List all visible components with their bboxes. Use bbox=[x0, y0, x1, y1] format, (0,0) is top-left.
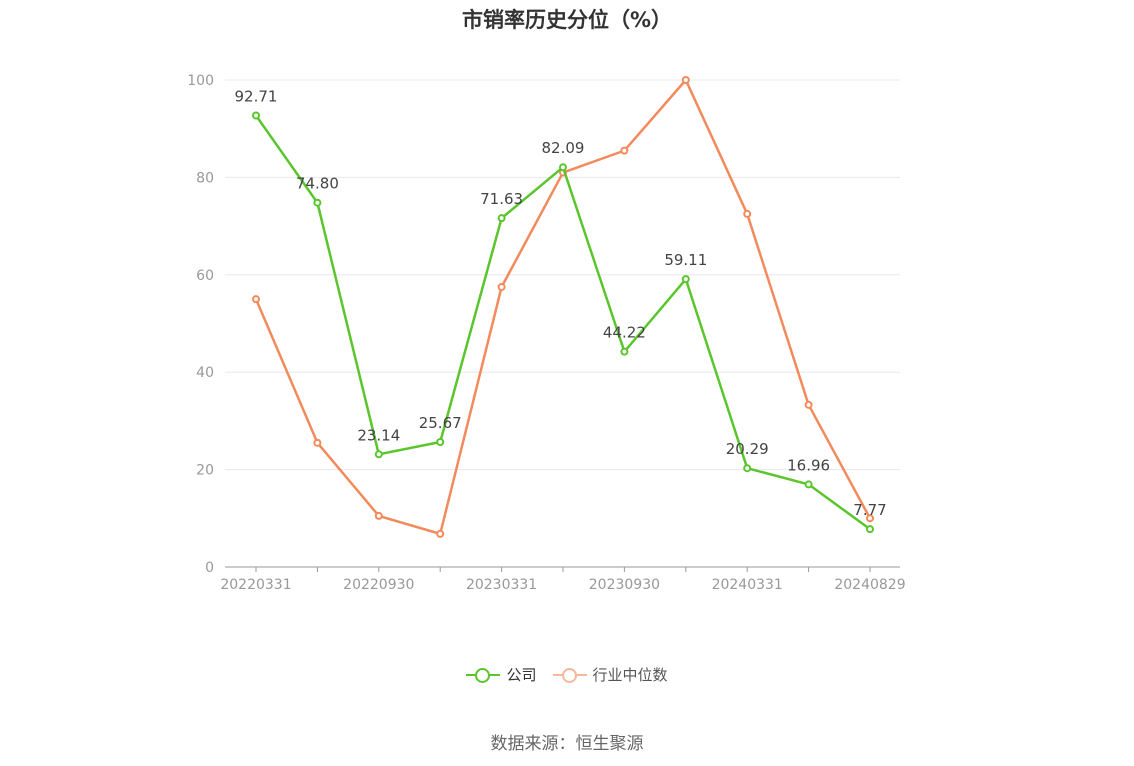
x-tick-label: 20230930 bbox=[589, 577, 660, 593]
y-tick-label: 100 bbox=[187, 73, 214, 89]
legend-swatch-company bbox=[466, 667, 501, 683]
y-tick-label: 60 bbox=[196, 268, 214, 284]
data-point-industry-median bbox=[620, 146, 629, 155]
x-tick-label: 20240331 bbox=[712, 577, 783, 593]
data-label-company: 92.71 bbox=[235, 88, 278, 106]
data-point-company bbox=[804, 480, 813, 489]
data-point-industry-median bbox=[743, 209, 752, 218]
data-point-company bbox=[313, 198, 322, 207]
data-label-company: 25.67 bbox=[419, 414, 462, 432]
data-point-company bbox=[620, 347, 629, 356]
data-point-industry-median bbox=[681, 76, 690, 84]
data-label-company: 82.09 bbox=[542, 139, 585, 157]
x-tick-label: 20240829 bbox=[834, 577, 905, 593]
x-tick-label: 20220331 bbox=[220, 577, 291, 593]
data-label-company: 59.11 bbox=[664, 251, 707, 269]
legend-label-industry-median: 行业中位数 bbox=[592, 666, 668, 684]
data-point-company bbox=[436, 437, 445, 446]
data-point-company bbox=[252, 111, 260, 120]
data-point-company bbox=[497, 214, 506, 223]
data-point-company bbox=[681, 275, 690, 284]
y-tick-label: 80 bbox=[196, 170, 214, 186]
data-point-company bbox=[866, 525, 874, 534]
data-label-company: 71.63 bbox=[480, 190, 523, 208]
data-point-company bbox=[559, 163, 567, 172]
legend-item-industry-median[interactable]: 行业中位数 bbox=[552, 664, 668, 685]
x-tick-label: 20220930 bbox=[343, 577, 414, 593]
data-point-industry-median bbox=[866, 514, 874, 523]
data-point-industry-median bbox=[252, 295, 260, 304]
data-point-industry-median bbox=[313, 438, 322, 447]
data-point-company bbox=[374, 450, 383, 459]
data-point-industry-median bbox=[374, 511, 383, 520]
data-label-company: 16.96 bbox=[787, 456, 830, 474]
legend: 公司 行业中位数 bbox=[0, 664, 1134, 685]
data-label-company: 20.29 bbox=[726, 440, 769, 458]
data-label-company: 74.80 bbox=[296, 175, 339, 193]
y-tick-label: 20 bbox=[196, 463, 214, 479]
data-point-industry-median bbox=[804, 400, 813, 409]
legend-item-company[interactable]: 公司 bbox=[466, 664, 537, 685]
x-tick-label: 20230331 bbox=[466, 577, 537, 593]
chart-title: 市销率历史分位（%） bbox=[461, 8, 673, 32]
data-source: 数据来源：恒生聚源 bbox=[490, 734, 644, 754]
legend-label-company: 公司 bbox=[506, 666, 537, 684]
data-point-industry-median bbox=[436, 529, 445, 538]
data-point-company bbox=[743, 464, 752, 473]
data-point-industry-median bbox=[497, 282, 506, 291]
data-label-company: 23.14 bbox=[357, 426, 400, 444]
y-tick-label: 0 bbox=[205, 560, 214, 576]
y-tick-label: 40 bbox=[196, 365, 214, 381]
legend-swatch-industry-median bbox=[552, 667, 587, 683]
data-label-company: 7.77 bbox=[853, 501, 886, 519]
data-label-company: 44.22 bbox=[603, 324, 646, 342]
